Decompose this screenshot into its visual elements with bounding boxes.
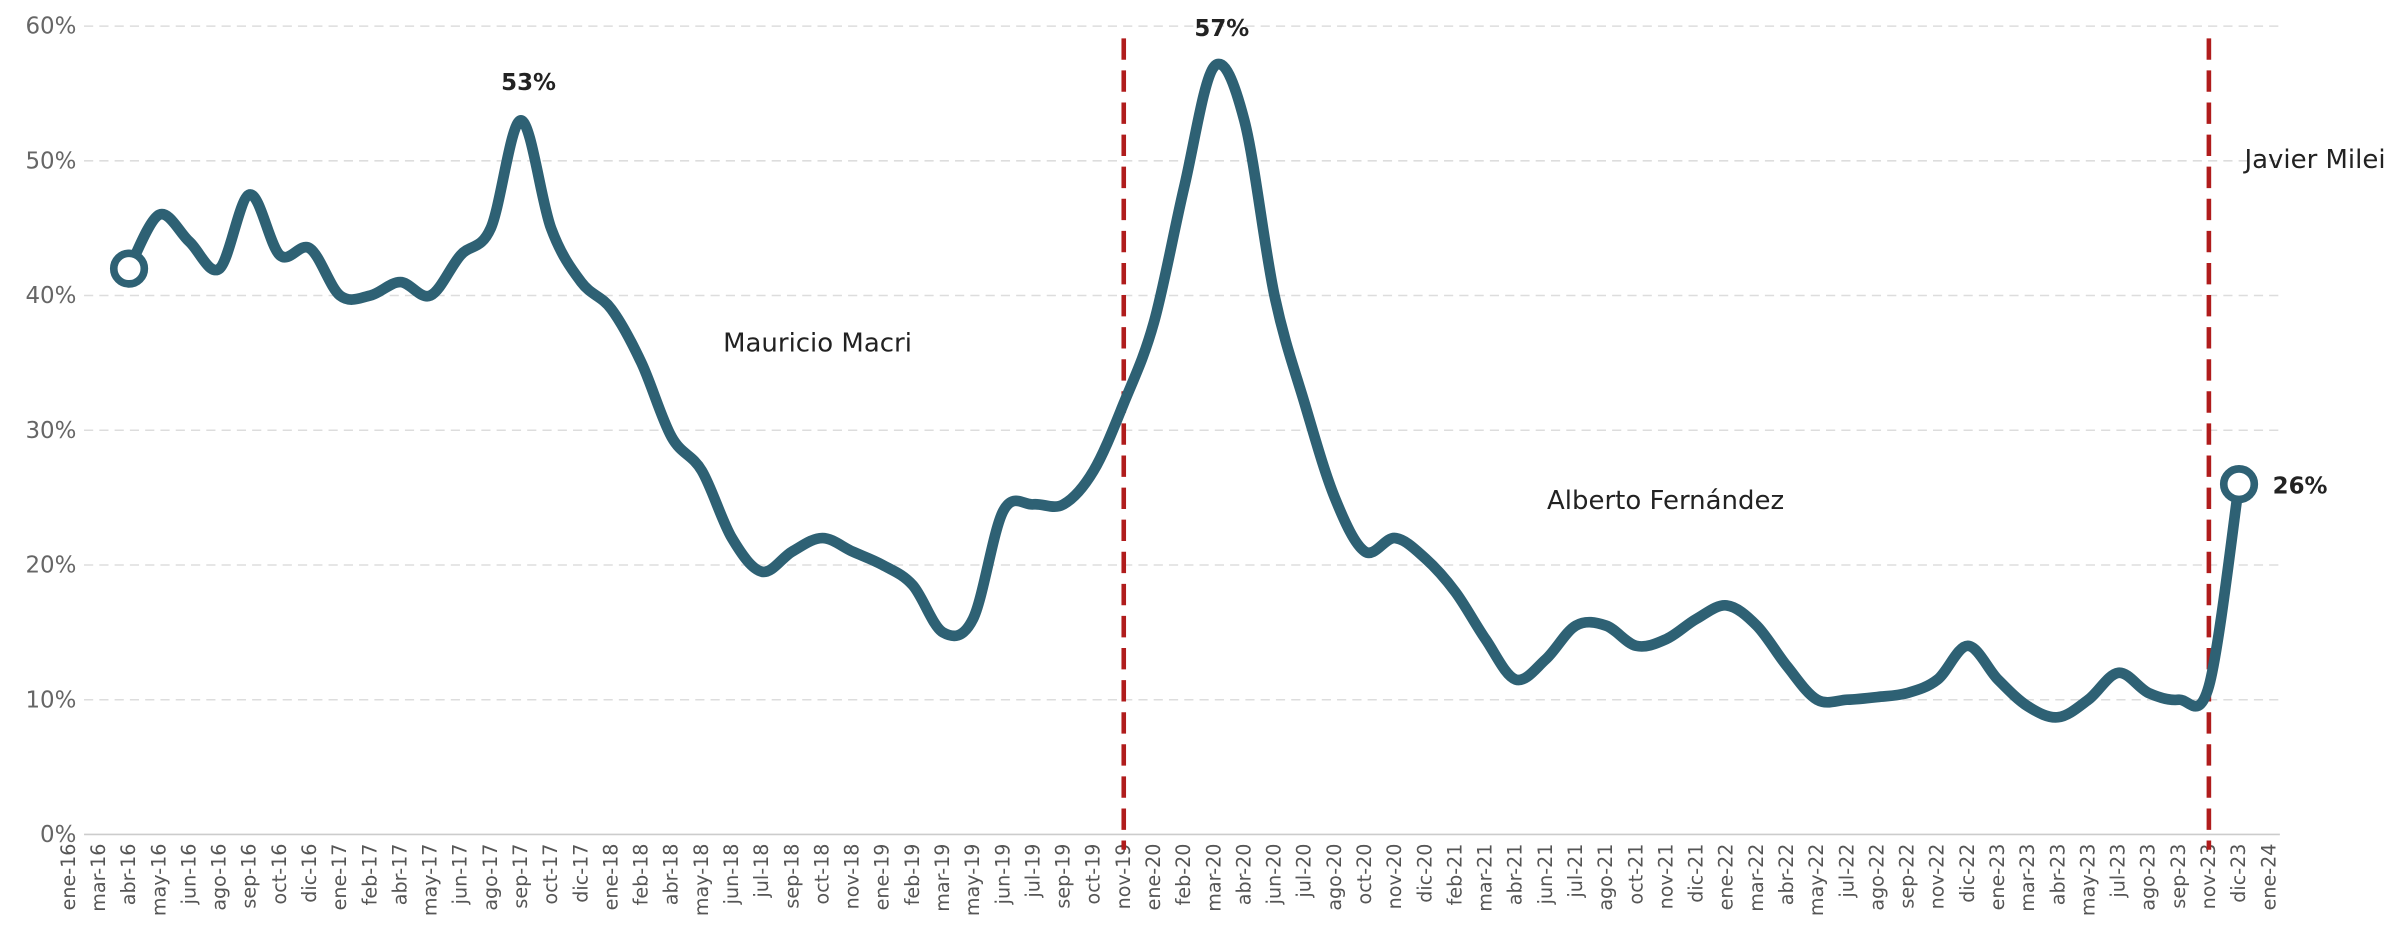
x-tick-label: jul-23 <box>2107 844 2130 899</box>
x-tick-label: dic-23 <box>2227 844 2250 903</box>
period-label: Mauricio Macri <box>723 329 912 359</box>
x-tick-label: ago-16 <box>208 844 231 911</box>
x-tick-label: ene-18 <box>599 844 622 911</box>
x-tick-label: ene-19 <box>871 844 894 911</box>
x-tick-label: ene-16 <box>57 844 80 911</box>
x-tick-label: jul-18 <box>750 844 773 899</box>
x-tick-label: jun-21 <box>1534 844 1557 906</box>
x-tick-label: mar-19 <box>931 844 954 912</box>
x-tick-label: ago-17 <box>479 844 502 911</box>
x-tick-label: dic-16 <box>298 844 321 903</box>
x-tick-label: ago-21 <box>1594 844 1617 911</box>
y-tick-label: 0% <box>40 822 76 848</box>
x-tick-label: abr-23 <box>2046 844 2069 906</box>
x-tick-label: jun-18 <box>720 844 743 906</box>
x-tick-label: ago-23 <box>2137 844 2160 911</box>
x-tick-label: ene-17 <box>328 844 351 911</box>
x-tick-label: mar-23 <box>2016 844 2039 912</box>
x-tick-label: abr-21 <box>1504 844 1527 906</box>
x-tick-label: sep-23 <box>2167 844 2190 909</box>
x-tick-label: feb-21 <box>1443 844 1466 906</box>
x-tick-label: may-17 <box>419 844 442 916</box>
x-tick-label: mar-21 <box>1474 844 1497 912</box>
x-tick-label: jun-17 <box>449 844 472 906</box>
x-tick-label: may-19 <box>961 844 984 916</box>
x-tick-label: dic-22 <box>1956 844 1979 903</box>
x-tick-label: nov-22 <box>1926 844 1949 910</box>
x-tick-label: ene-20 <box>1142 844 1165 911</box>
x-tick-label: oct-20 <box>1353 844 1376 905</box>
x-tick-label: may-22 <box>1805 844 1828 916</box>
x-tick-label: nov-18 <box>841 844 864 910</box>
x-tick-label: oct-21 <box>1624 844 1647 905</box>
x-tick-label: jun-16 <box>177 844 200 906</box>
x-tick-label: dic-21 <box>1685 844 1708 903</box>
x-tick-label: ago-22 <box>1865 844 1888 911</box>
x-tick-label: dic-20 <box>1413 844 1436 903</box>
y-tick-label: 30% <box>25 418 76 444</box>
x-tick-label: sep-22 <box>1896 844 1919 909</box>
line <box>123 58 2245 723</box>
x-tick-label: nov-19 <box>1112 844 1135 910</box>
x-tick-label: ene-23 <box>1986 844 2009 911</box>
x-tick-label: nov-20 <box>1383 844 1406 910</box>
x-tick-label: jul-21 <box>1564 844 1587 899</box>
x-tick-label: ago-20 <box>1323 844 1346 911</box>
x-tick-label: feb-17 <box>358 844 381 906</box>
x-tick-label: oct-18 <box>810 844 833 905</box>
x-tick-label: oct-17 <box>539 844 562 905</box>
x-tick-label: may-18 <box>690 844 713 916</box>
x-tick-label: jul-20 <box>1293 844 1316 899</box>
x-tick-label: may-23 <box>2076 844 2099 916</box>
x-tick-label: oct-16 <box>268 844 291 905</box>
x-tick-label: nov-21 <box>1654 844 1677 910</box>
x-tick-label: sep-18 <box>780 844 803 909</box>
x-tick-label: may-16 <box>147 844 170 916</box>
x-tick-label: abr-20 <box>1232 844 1255 906</box>
x-tick-label: sep-17 <box>509 844 532 909</box>
x-tick-label: abr-22 <box>1775 844 1798 906</box>
y-tick-label: 40% <box>25 283 76 309</box>
x-tick-label: dic-17 <box>569 844 592 903</box>
x-tick-label: sep-16 <box>238 844 261 909</box>
x-tick-label: nov-23 <box>2197 844 2220 910</box>
y-tick-label: 50% <box>25 148 76 174</box>
x-tick-label: mar-16 <box>87 844 110 912</box>
x-tick-label: ene-24 <box>2257 844 2280 911</box>
y-tick-label: 60% <box>25 14 76 40</box>
value-label: 53% <box>501 70 556 96</box>
x-tick-label: jun-19 <box>991 844 1014 906</box>
x-tick-label: feb-19 <box>901 844 924 906</box>
x-tick-label: jul-22 <box>1835 844 1858 899</box>
x-tick-label: abr-17 <box>388 844 411 906</box>
value-label: 57% <box>1194 16 1249 42</box>
period-label: Alberto Fernández <box>1547 486 1784 516</box>
x-tick-label: sep-19 <box>1052 844 1075 909</box>
x-tick-label: feb-20 <box>1172 844 1195 906</box>
x-tick-label: feb-18 <box>630 844 653 906</box>
end-point <box>109 249 149 288</box>
y-tick-label: 10% <box>25 687 76 713</box>
end-point <box>2219 465 2259 504</box>
x-tick-label: jul-19 <box>1021 844 1044 899</box>
x-tick-label: abr-16 <box>117 844 140 906</box>
x-tick-label: mar-20 <box>1202 844 1225 912</box>
x-tick-label: jun-20 <box>1263 844 1286 906</box>
value-label: 26% <box>2273 473 2328 499</box>
period-label: Javier Milei <box>2242 145 2385 175</box>
x-tick-label: ene-22 <box>1715 844 1738 911</box>
x-tick-label: abr-18 <box>660 844 683 906</box>
y-tick-label: 20% <box>25 553 76 579</box>
x-tick-label: mar-22 <box>1745 844 1768 912</box>
x-tick-label: oct-19 <box>1082 844 1105 905</box>
